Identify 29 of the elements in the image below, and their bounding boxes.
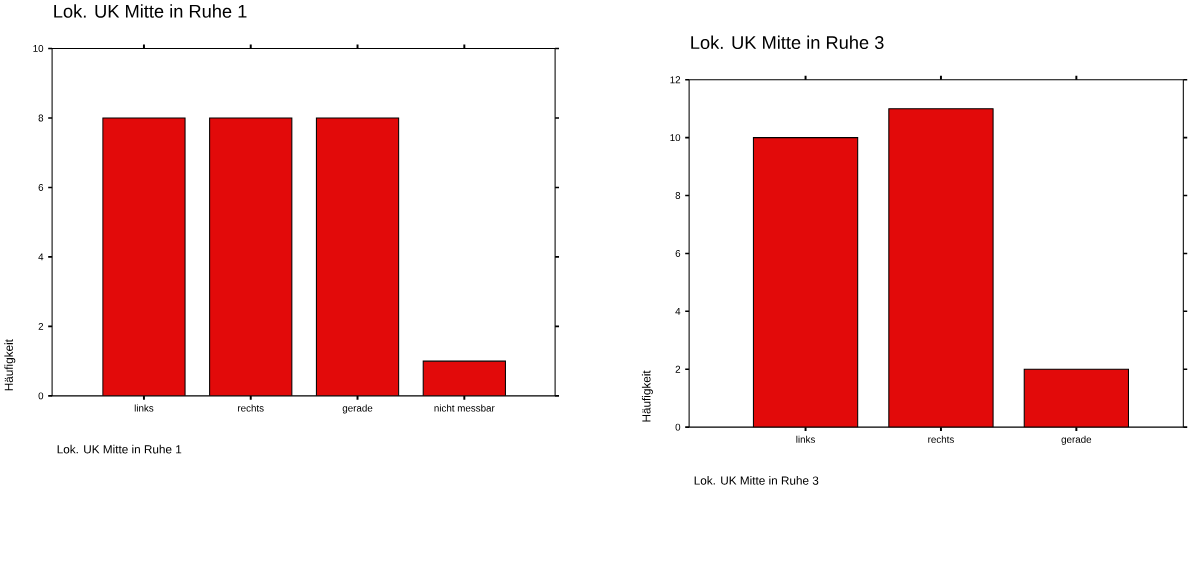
x-tick-label: rechts — [238, 404, 264, 412]
y-tick-label: 4 — [38, 253, 44, 261]
y-tick-label: 6 — [675, 249, 681, 257]
y-axis-title: Häufigkeit — [641, 370, 653, 422]
y-axis-title: Häufigkeit — [4, 338, 16, 391]
x-tick-label: links — [796, 435, 815, 443]
y-tick-label: 4 — [675, 307, 681, 315]
x-tick-label: nicht messbar — [434, 404, 495, 412]
y-tick-label: 8 — [675, 191, 681, 199]
x-axis-title: Lok. UK Mitte in Ruhe 3 — [694, 475, 819, 485]
bar — [1023, 368, 1129, 427]
y-tick-label: 10 — [670, 133, 681, 141]
y-tick-label: 2 — [38, 322, 44, 330]
y-tick-label: 6 — [38, 183, 44, 191]
y-tick-label: 10 — [33, 44, 44, 52]
x-tick-label: rechts — [928, 435, 954, 443]
x-tick-label: links — [134, 404, 154, 412]
chart-title: Lok. UK Mitte in Ruhe 1 — [54, 4, 247, 18]
bar — [753, 137, 858, 427]
y-tick-label: 0 — [38, 392, 44, 400]
x-axis-title: Lok. UK Mitte in Ruhe 1 — [57, 444, 182, 454]
x-tick-label: gerade — [342, 404, 373, 414]
x-tick-label: gerade — [1061, 435, 1092, 445]
chart-title: Lok. UK Mitte in Ruhe 3 — [691, 35, 884, 49]
y-tick-label: 8 — [38, 114, 44, 122]
y-tick-label: 0 — [675, 423, 681, 431]
y-tick-label: 2 — [675, 365, 681, 373]
bar — [888, 107, 994, 427]
y-tick-label: 12 — [670, 76, 681, 83]
